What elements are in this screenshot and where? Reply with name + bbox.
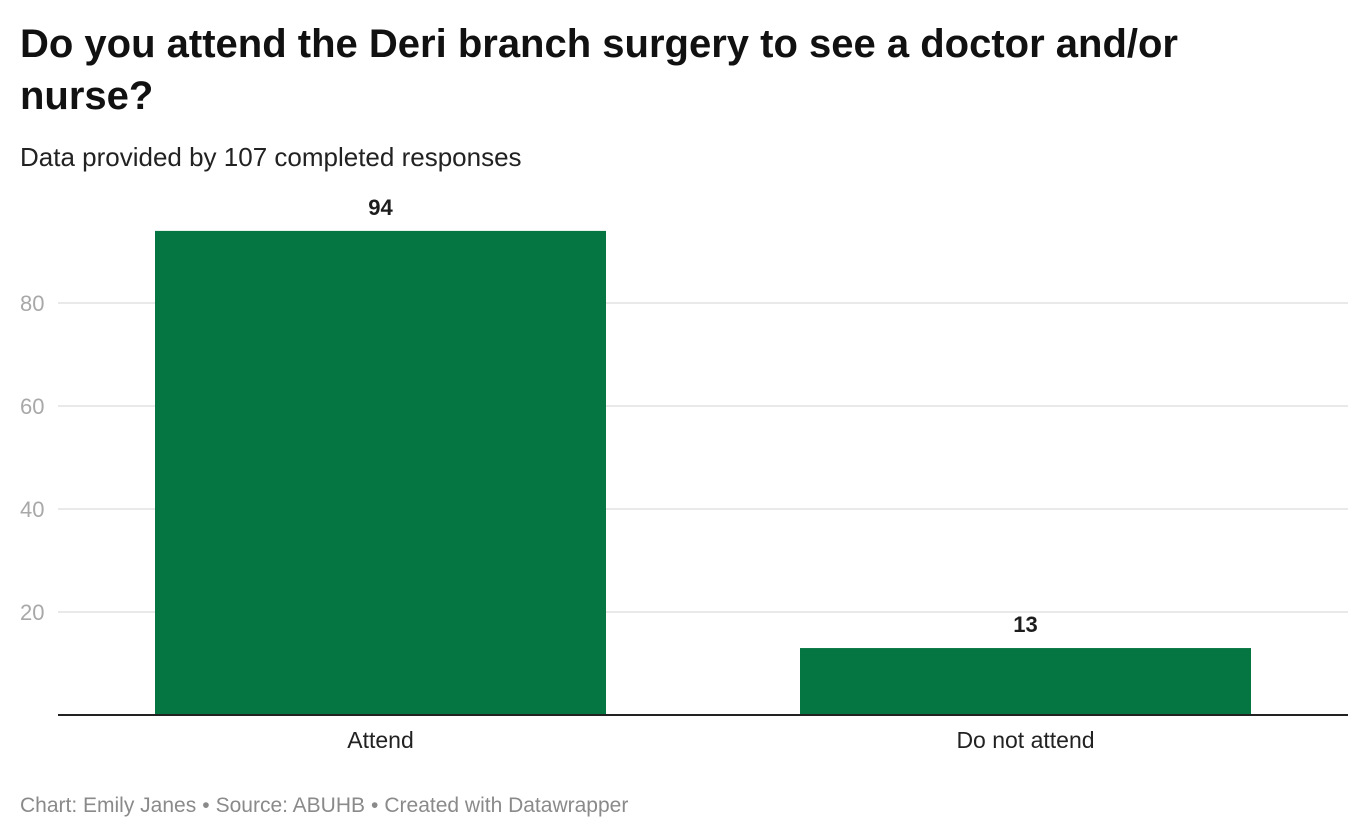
- bar-value-label: 94: [368, 195, 393, 220]
- x-category-label: Do not attend: [956, 727, 1094, 753]
- chart-source: Source: ABUHB: [215, 794, 365, 817]
- bars: [155, 230, 1251, 715]
- data-labels: 94 13: [368, 195, 1037, 637]
- chart-credit: Chart: Emily Janes: [20, 794, 197, 817]
- bar-chart: 20 40 60 80 94 13 Attend Do not attend: [20, 195, 1348, 753]
- y-tick-label: 20: [20, 600, 44, 625]
- chart-subtitle: Data provided by 107 completed responses: [20, 142, 522, 172]
- y-tick-label: 60: [20, 394, 44, 419]
- datawrapper-credit: Created with Datawrapper: [384, 794, 629, 817]
- y-tick-label: 40: [20, 497, 44, 522]
- y-axis-ticks: 20 40 60 80: [20, 291, 44, 625]
- bar-value-label: 13: [1013, 612, 1037, 637]
- chart-footer: Chart: Emily Janes • Source: ABUHB • Created…: [20, 792, 628, 820]
- chart-title: Do you attend the Deri branch surgery to…: [20, 22, 1178, 118]
- separator-dot: •: [202, 794, 210, 817]
- bar-attend: [155, 230, 606, 715]
- separator-dot: •: [371, 794, 379, 817]
- x-axis-category-labels: Attend Do not attend: [347, 727, 1094, 753]
- x-category-label: Attend: [347, 727, 414, 753]
- bar-do-not-attend: [800, 648, 1251, 715]
- y-tick-label: 80: [20, 291, 44, 316]
